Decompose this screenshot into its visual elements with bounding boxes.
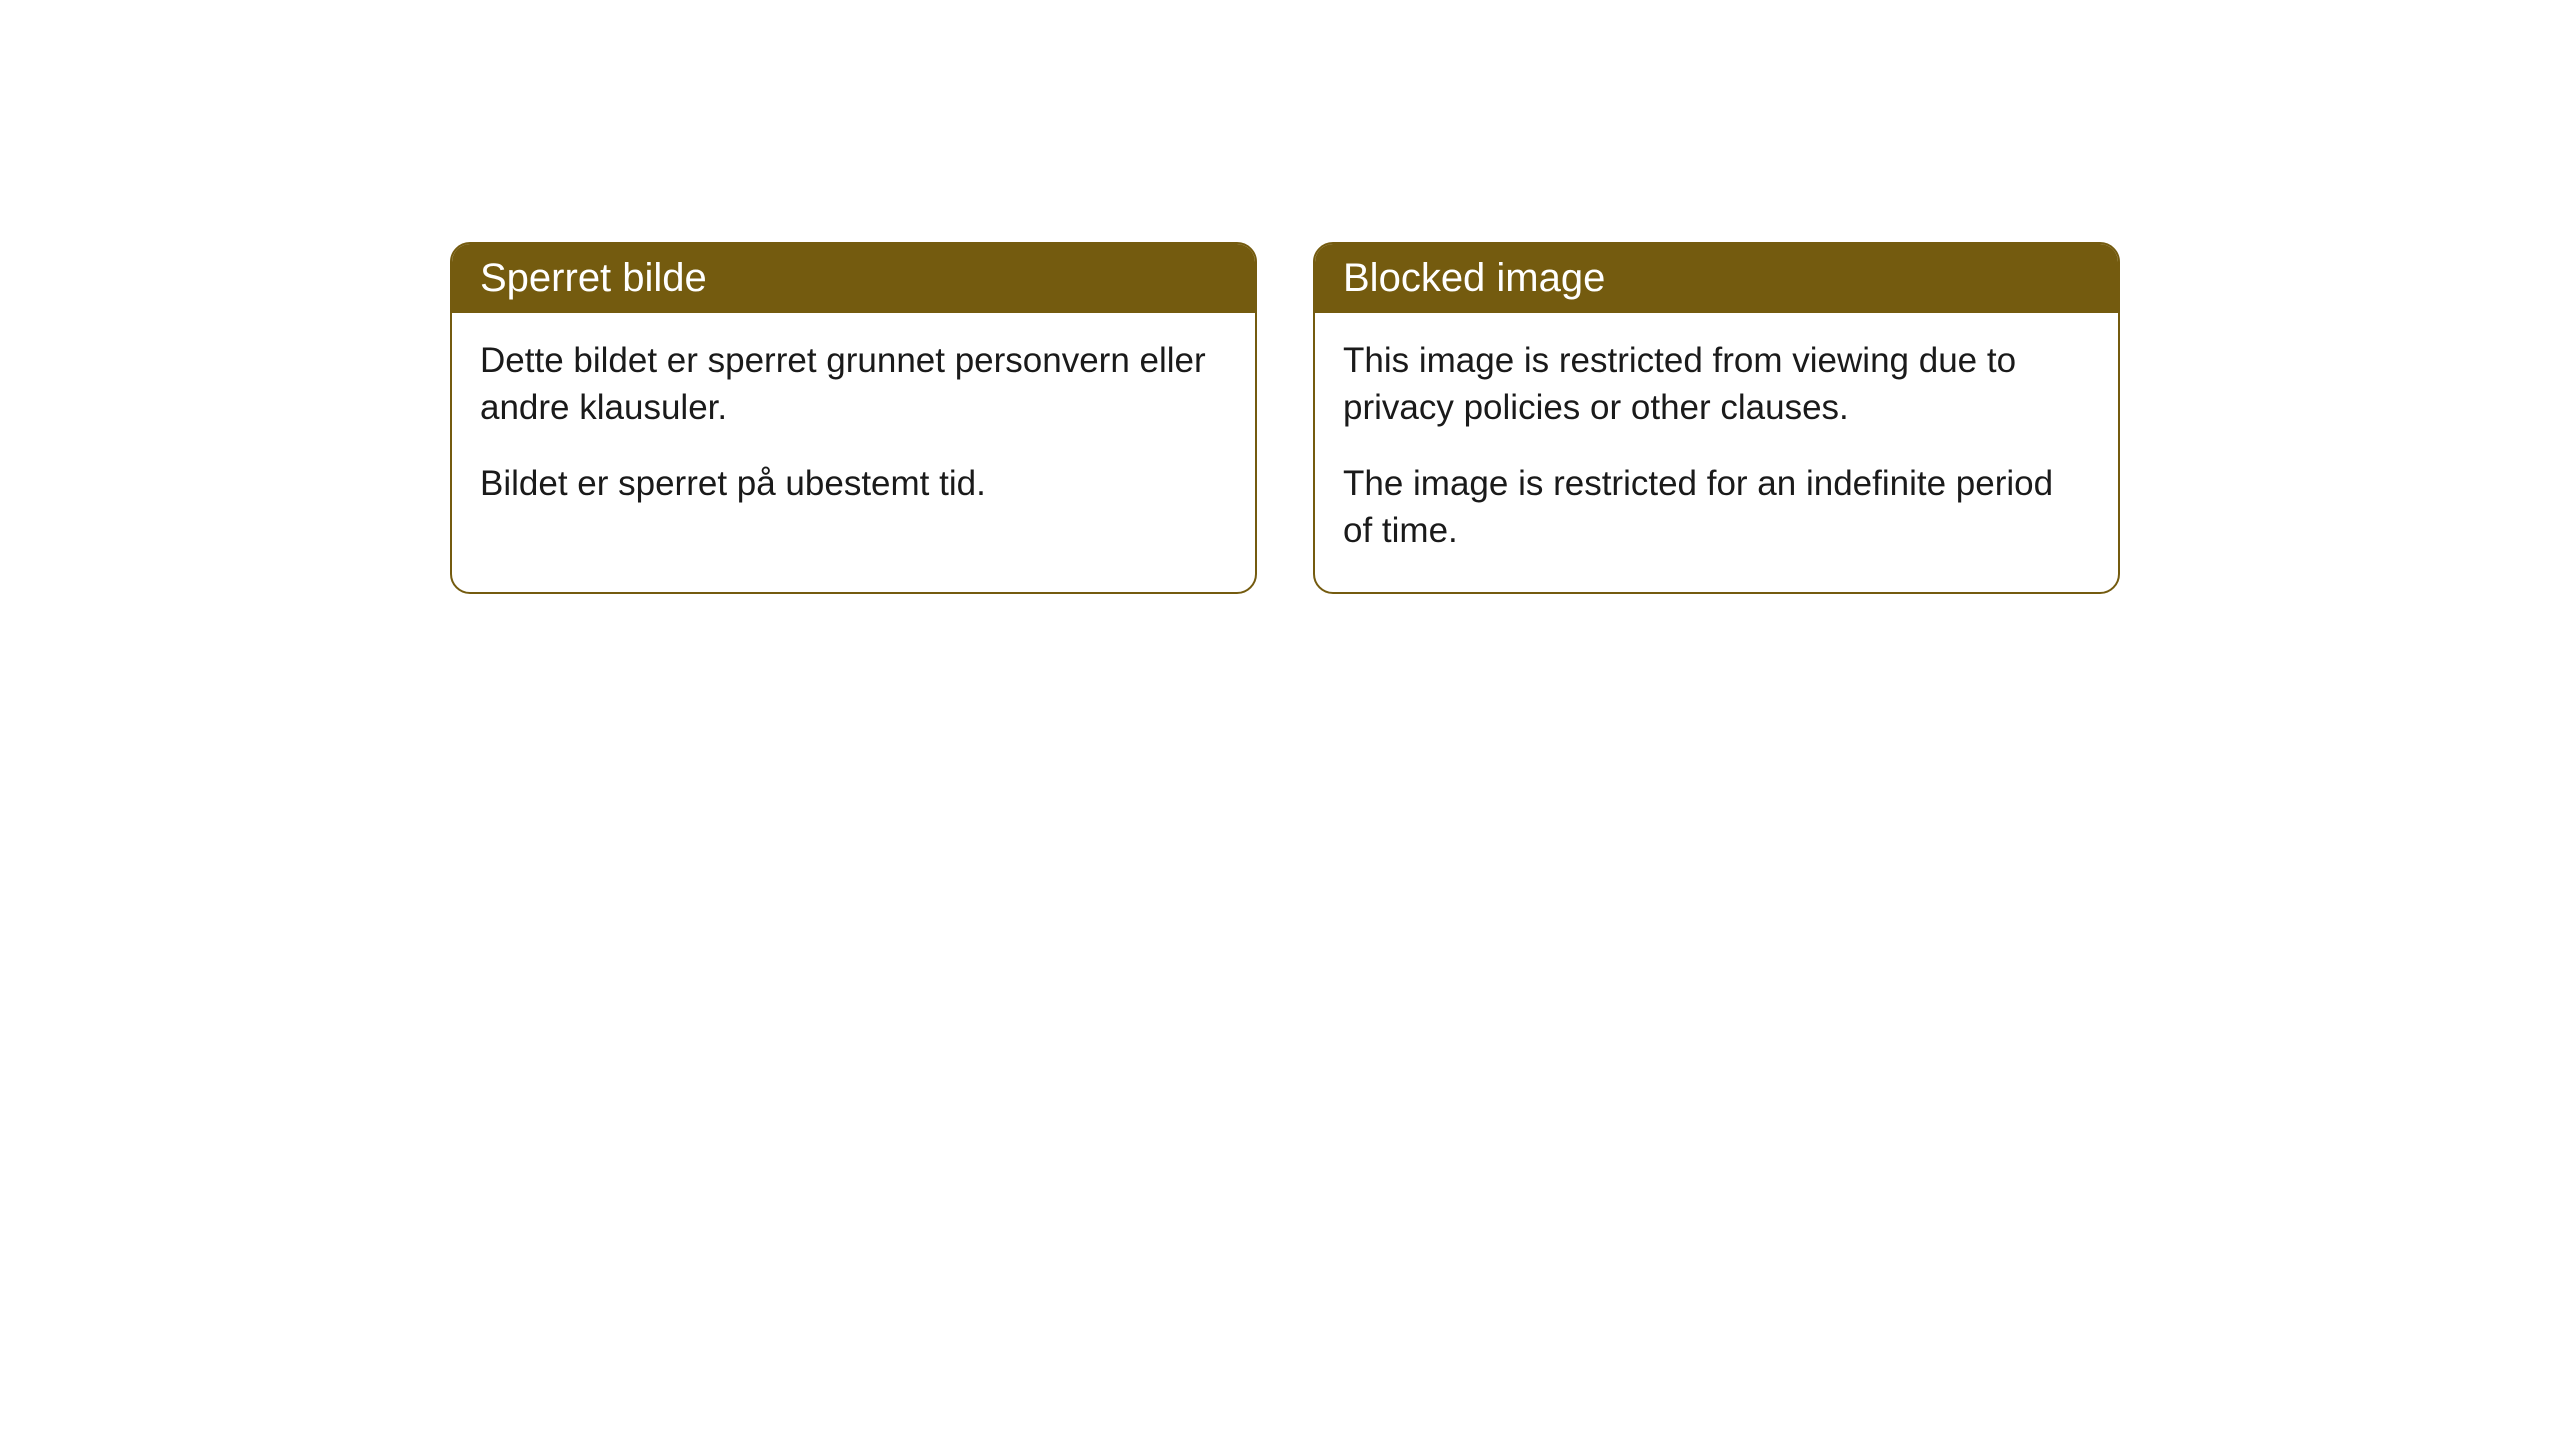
card-body-norwegian: Dette bildet er sperret grunnet personve… — [452, 313, 1255, 545]
card-norwegian: Sperret bilde Dette bildet er sperret gr… — [450, 242, 1257, 594]
card-paragraph: Dette bildet er sperret grunnet personve… — [480, 337, 1227, 432]
card-body-english: This image is restricted from viewing du… — [1315, 313, 2118, 592]
cards-container: Sperret bilde Dette bildet er sperret gr… — [450, 242, 2120, 594]
card-paragraph: This image is restricted from viewing du… — [1343, 337, 2090, 432]
card-header-english: Blocked image — [1315, 244, 2118, 313]
card-english: Blocked image This image is restricted f… — [1313, 242, 2120, 594]
card-header-norwegian: Sperret bilde — [452, 244, 1255, 313]
card-paragraph: The image is restricted for an indefinit… — [1343, 460, 2090, 555]
card-paragraph: Bildet er sperret på ubestemt tid. — [480, 460, 1227, 507]
